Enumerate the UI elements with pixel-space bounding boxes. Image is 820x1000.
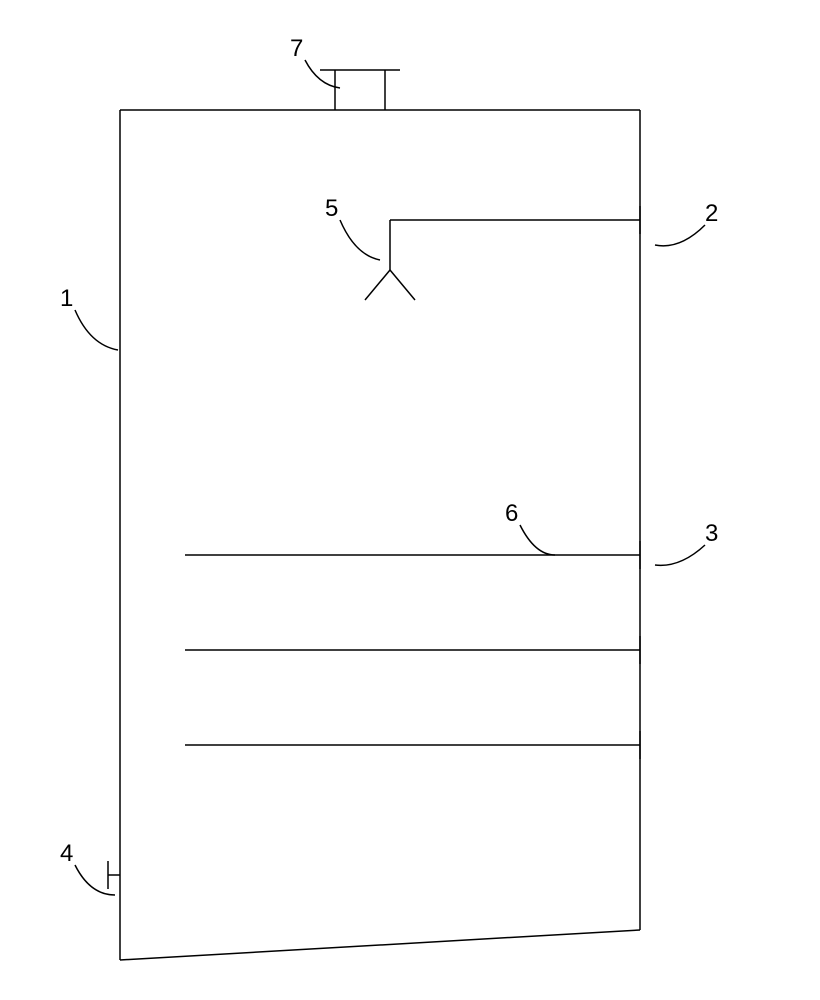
label-2: 2 — [705, 200, 718, 228]
label-4: 4 — [60, 840, 73, 868]
label-7: 7 — [290, 35, 303, 63]
label-5: 5 — [325, 195, 338, 223]
label-3: 3 — [705, 520, 718, 548]
technical-diagram — [0, 0, 820, 1000]
label-1: 1 — [60, 285, 73, 313]
label-6: 6 — [505, 500, 518, 528]
